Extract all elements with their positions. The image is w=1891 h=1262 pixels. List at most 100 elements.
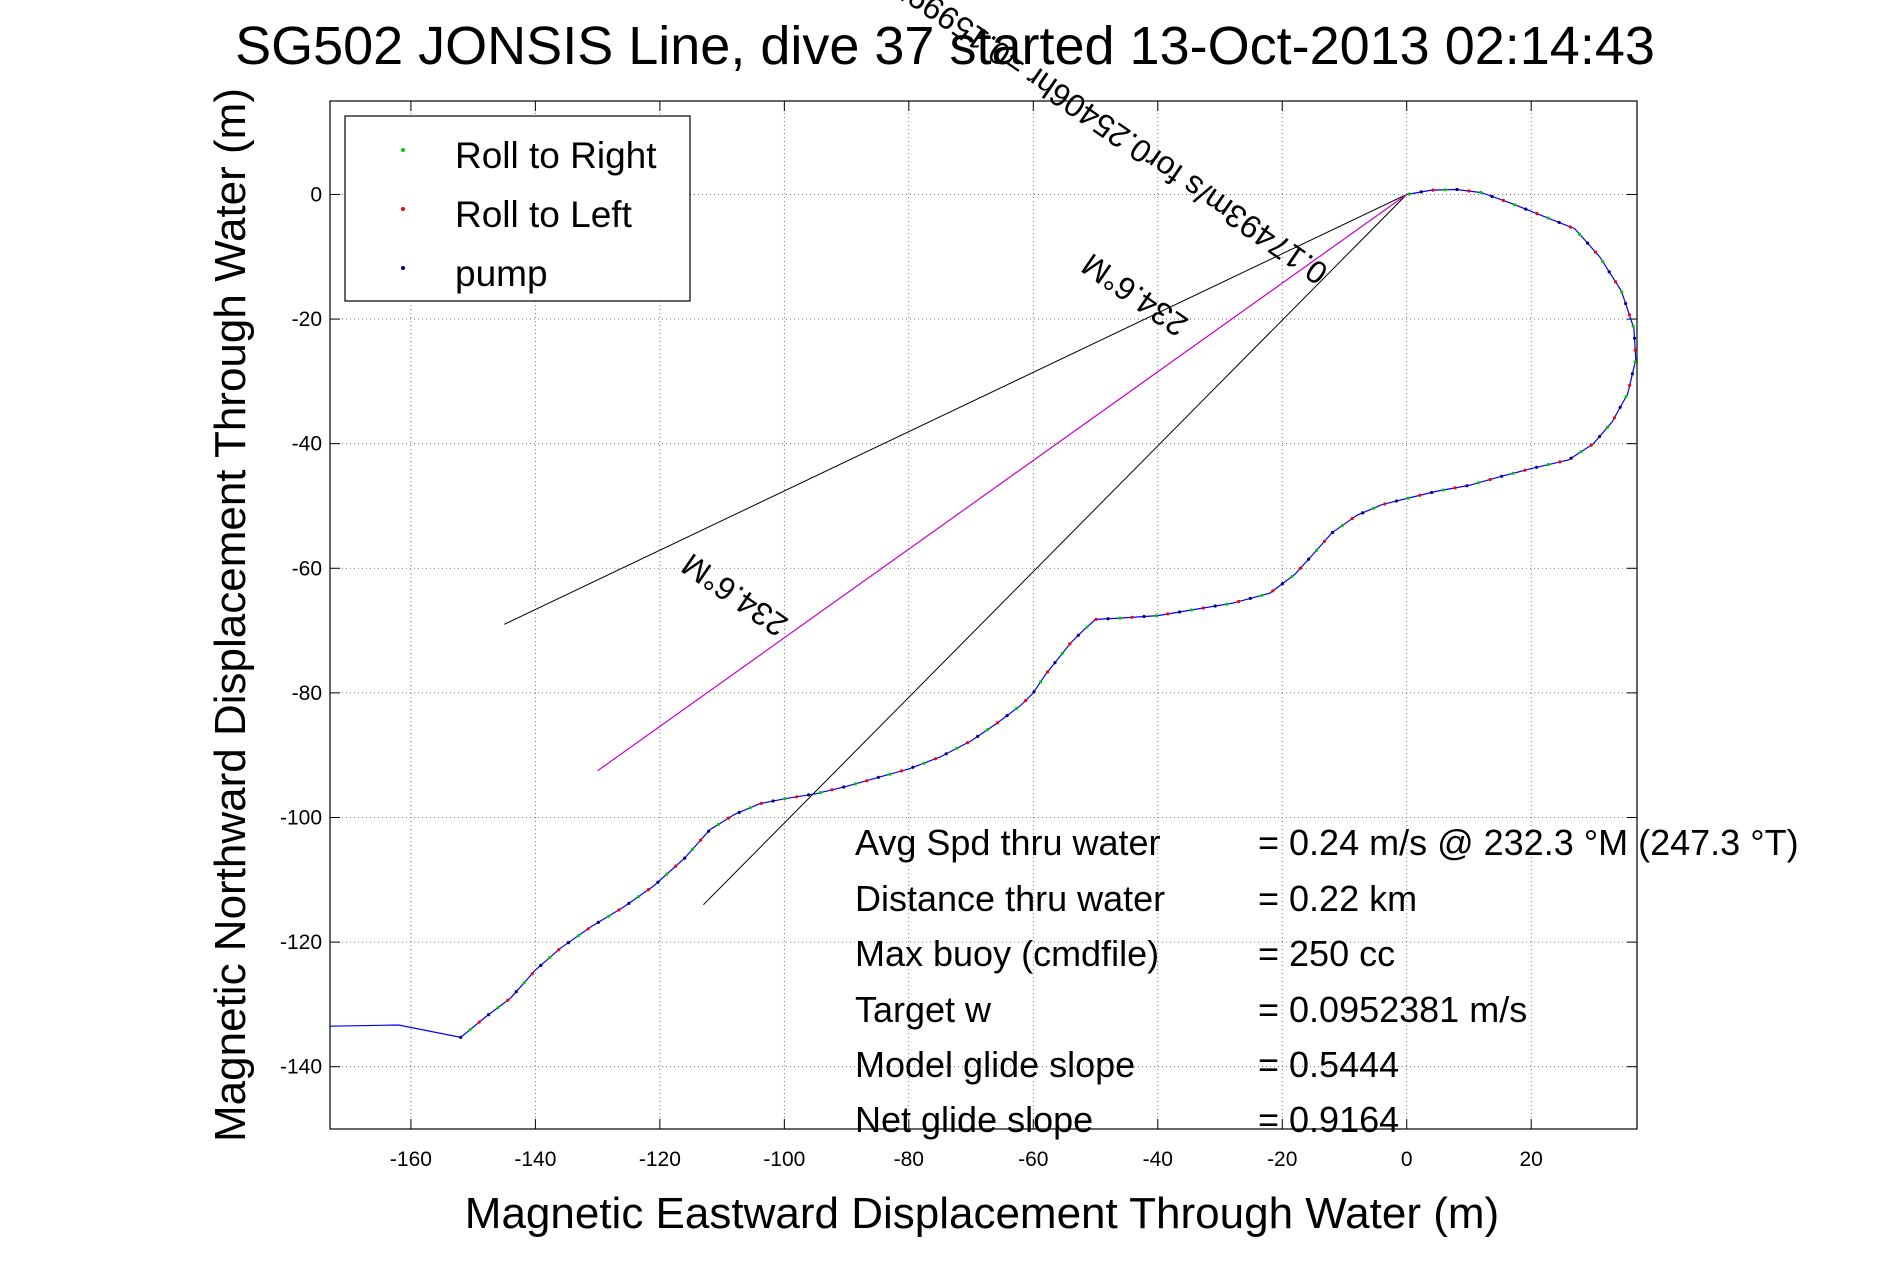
track-point — [818, 791, 823, 795]
track-point — [1627, 313, 1631, 317]
legend: Roll to Right Roll to Left pump — [344, 115, 691, 302]
track-point — [1443, 188, 1447, 192]
track-point — [853, 782, 857, 786]
cone-line — [703, 194, 1408, 906]
track-point — [1213, 604, 1217, 608]
track-point — [1248, 596, 1252, 601]
track-point — [1053, 661, 1057, 665]
track-point — [1178, 610, 1182, 614]
track-point — [665, 872, 669, 876]
legend-label-roll-left: Roll to Left — [455, 194, 633, 235]
track-point — [1032, 690, 1036, 694]
track-point — [1633, 360, 1637, 364]
track-point — [1578, 232, 1582, 236]
track-point — [1618, 405, 1622, 409]
track-point — [1488, 477, 1492, 482]
stat-label-max-buoy: Max buoy (cmdfile) — [855, 933, 1159, 974]
stat-value-model-glide: = 0.5444 — [1258, 1044, 1399, 1085]
track-point — [468, 1028, 472, 1032]
track-point — [737, 810, 741, 815]
y-tick-label: -120 — [280, 931, 322, 954]
track-point — [1350, 517, 1354, 521]
track-point — [557, 948, 561, 952]
track-point — [1558, 460, 1562, 464]
x-tick-label: 0 — [1401, 1148, 1413, 1171]
track-point — [1535, 212, 1539, 216]
track-point — [1189, 608, 1194, 612]
track-point — [842, 785, 846, 789]
stat-value-target-w: = 0.0952381 m/s — [1258, 989, 1527, 1030]
track-point — [1465, 484, 1469, 488]
grid-lines — [330, 101, 1637, 1129]
track-point — [496, 1005, 500, 1010]
y-tick-label: -100 — [280, 806, 322, 829]
track-point — [1557, 220, 1561, 225]
track-point — [627, 901, 631, 906]
track-point — [1605, 425, 1609, 429]
track-point — [1534, 465, 1539, 469]
stat-label-model-glide: Model glide slope — [855, 1044, 1135, 1085]
track-point — [876, 775, 881, 780]
stat-label-net-glide: Net glide slope — [855, 1099, 1093, 1140]
track-point — [1307, 557, 1311, 561]
cone-line — [504, 194, 1407, 625]
track-point — [1628, 383, 1632, 387]
track-point — [727, 816, 731, 820]
track-point — [1441, 488, 1445, 492]
x-tick-label: -120 — [639, 1148, 681, 1171]
track-point — [586, 927, 590, 931]
course-cone-lines — [504, 194, 1408, 906]
track-point — [1106, 617, 1110, 621]
legend-marker-pump — [401, 266, 405, 270]
stat-value-avg-speed: = 0.24 m/s @ 232.3 °M (247.3 °T) — [1258, 822, 1799, 863]
stat-label-distance: Distance thru water — [855, 878, 1165, 919]
track-point — [1315, 548, 1319, 552]
y-tick-label: 0 — [310, 183, 322, 206]
track-point — [965, 741, 970, 745]
track-point — [506, 998, 510, 1002]
track-point — [1593, 250, 1598, 254]
track-point — [1406, 496, 1410, 500]
stats-panel: Avg Spd thru water = 0.24 m/s @ 232.3 °M… — [855, 822, 1799, 1140]
track-point — [1569, 456, 1573, 460]
chart-title: SG502 JONSIS Line, dive 37 started 13-Oc… — [235, 16, 1655, 76]
track-point — [459, 1035, 463, 1039]
track-point — [1225, 602, 1229, 606]
track-point — [888, 772, 892, 776]
track-point — [1015, 706, 1019, 711]
track-point — [1237, 599, 1241, 604]
track-point — [1290, 574, 1294, 579]
track-point — [1280, 582, 1284, 586]
track-point — [1068, 642, 1072, 646]
track-point — [807, 793, 811, 797]
track-point — [1523, 468, 1527, 472]
track-point — [1201, 606, 1205, 610]
track-point — [1500, 474, 1504, 478]
track-point — [1607, 270, 1611, 274]
track-point — [716, 822, 721, 827]
track-point — [1513, 203, 1517, 207]
track-point — [830, 788, 834, 792]
track-point — [656, 880, 660, 884]
track-point — [1039, 680, 1043, 684]
track-point — [1624, 395, 1628, 399]
track-point — [1130, 615, 1134, 619]
track-point — [674, 864, 678, 868]
x-tick-label: -20 — [1267, 1148, 1297, 1171]
track-point — [1579, 450, 1583, 454]
track-point — [1142, 614, 1146, 619]
track-point — [1271, 589, 1275, 593]
track-point — [1490, 194, 1494, 199]
track-point — [1076, 633, 1080, 637]
track-point — [1612, 416, 1616, 420]
y-tick-label: -80 — [292, 682, 322, 705]
track-point — [1418, 493, 1422, 497]
track-point — [691, 847, 695, 851]
track-point — [1419, 190, 1423, 194]
track-point — [1546, 463, 1550, 467]
legend-marker-roll-left — [401, 207, 405, 211]
track-point — [783, 797, 787, 801]
track-point — [1395, 499, 1399, 503]
track-point — [646, 888, 651, 892]
track-point — [1024, 698, 1028, 703]
